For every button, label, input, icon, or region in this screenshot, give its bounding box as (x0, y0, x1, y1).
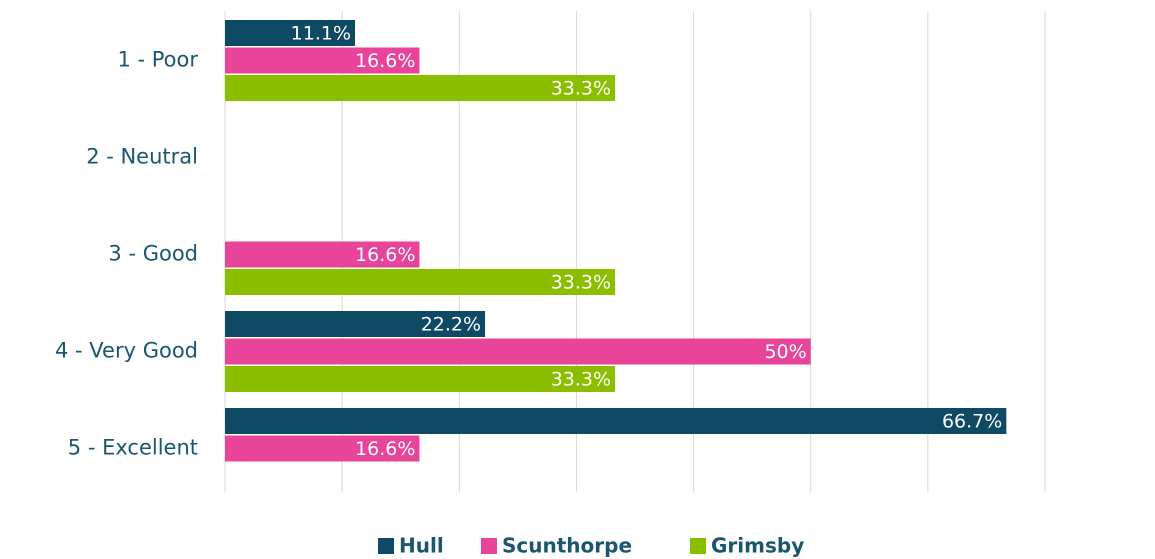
bar (225, 269, 616, 295)
value-label: 33.3% (551, 369, 611, 391)
category-label: 3 - Good (108, 242, 198, 266)
bar (225, 241, 420, 268)
legend-label: Scunthorpe (502, 534, 632, 558)
value-label: 33.3% (551, 78, 611, 100)
bar (225, 435, 420, 462)
category-label: 2 - Neutral (86, 145, 198, 169)
bar (225, 408, 1007, 434)
bar (225, 75, 616, 101)
value-label: 22.2% (421, 314, 481, 336)
category-label: 4 - Very Good (55, 339, 198, 363)
category-label: 5 - Excellent (68, 436, 198, 460)
value-label: 16.6% (355, 50, 415, 72)
category-label: 1 - Poor (117, 48, 198, 72)
legend-swatch (690, 538, 706, 554)
legend-swatch (481, 538, 497, 554)
value-label: 66.7% (942, 411, 1002, 433)
value-label: 11.1% (291, 23, 351, 45)
bar (225, 311, 486, 337)
legend-swatch (378, 538, 394, 554)
value-label: 16.6% (355, 438, 415, 460)
legend-label: Grimsby (711, 534, 804, 558)
bar (225, 338, 811, 365)
legend-label: Hull (399, 534, 444, 558)
value-label: 16.6% (355, 244, 415, 266)
value-label: 33.3% (551, 272, 611, 294)
bar (225, 47, 420, 74)
bar (225, 366, 616, 392)
value-label: 50% (764, 341, 806, 363)
bar (225, 20, 356, 46)
